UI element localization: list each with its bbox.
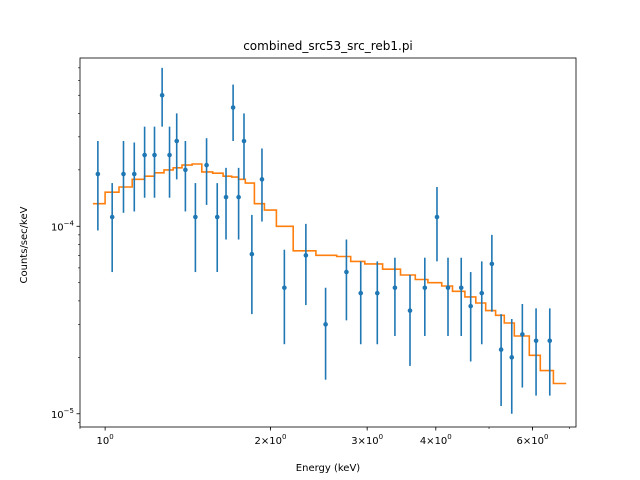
- x-tick-label: 6×100: [517, 433, 549, 447]
- data-point: [167, 152, 172, 158]
- data-point: [259, 177, 265, 182]
- data-point: [323, 322, 328, 327]
- data-point: [230, 105, 236, 110]
- y-tick-label: 10−4: [51, 219, 75, 233]
- chart-title: combined_src53_src_reb1.pi: [243, 39, 413, 53]
- data-point: [95, 171, 101, 177]
- x-tick-label: 4×100: [420, 433, 452, 447]
- data-point: [282, 285, 287, 291]
- data-point: [223, 194, 229, 200]
- data-point: [249, 251, 255, 257]
- data-point: [214, 214, 220, 220]
- data-point: [109, 214, 115, 220]
- x-axis-label: Energy (keV): [296, 463, 361, 474]
- data-layer: [95, 67, 553, 414]
- data-point: [241, 138, 247, 144]
- data-point: [303, 253, 309, 258]
- data-point: [344, 269, 349, 275]
- data-point: [159, 92, 165, 98]
- data-point: [434, 214, 440, 220]
- model-step-line: [92, 163, 567, 385]
- y-axis-label: Counts/sec/keV: [19, 206, 30, 283]
- data-point: [183, 167, 188, 173]
- data-point: [374, 290, 380, 296]
- data-point: [520, 332, 525, 337]
- data-point: [498, 347, 504, 352]
- data-point: [174, 138, 180, 144]
- data-point: [131, 171, 137, 177]
- data-point: [204, 162, 209, 168]
- data-point: [142, 152, 147, 158]
- data-point: [468, 303, 473, 309]
- data-point: [407, 308, 413, 313]
- model-layer: [92, 163, 567, 385]
- x-tick-label: 2×100: [254, 433, 286, 447]
- data-point: [509, 355, 515, 360]
- data-point: [479, 290, 485, 296]
- data-point: [458, 285, 464, 291]
- data-point: [392, 285, 398, 291]
- data-point: [358, 290, 364, 296]
- data-point: [445, 285, 451, 291]
- x-tick-label: 100: [97, 433, 114, 447]
- data-point: [152, 152, 157, 158]
- x-tick-label: 3×100: [351, 433, 383, 447]
- data-point: [489, 261, 495, 267]
- data-point: [121, 171, 126, 177]
- data-point: [236, 194, 241, 200]
- axes-layer: 100 2×100 3×100 4×100 6×100 10−5 10−4: [51, 57, 577, 447]
- axes-frame: [79, 57, 577, 428]
- data-point: [422, 285, 428, 291]
- data-point: [193, 214, 198, 220]
- data-point: [533, 338, 539, 344]
- y-tick-label: 10−5: [51, 407, 74, 421]
- data-point: [547, 338, 553, 344]
